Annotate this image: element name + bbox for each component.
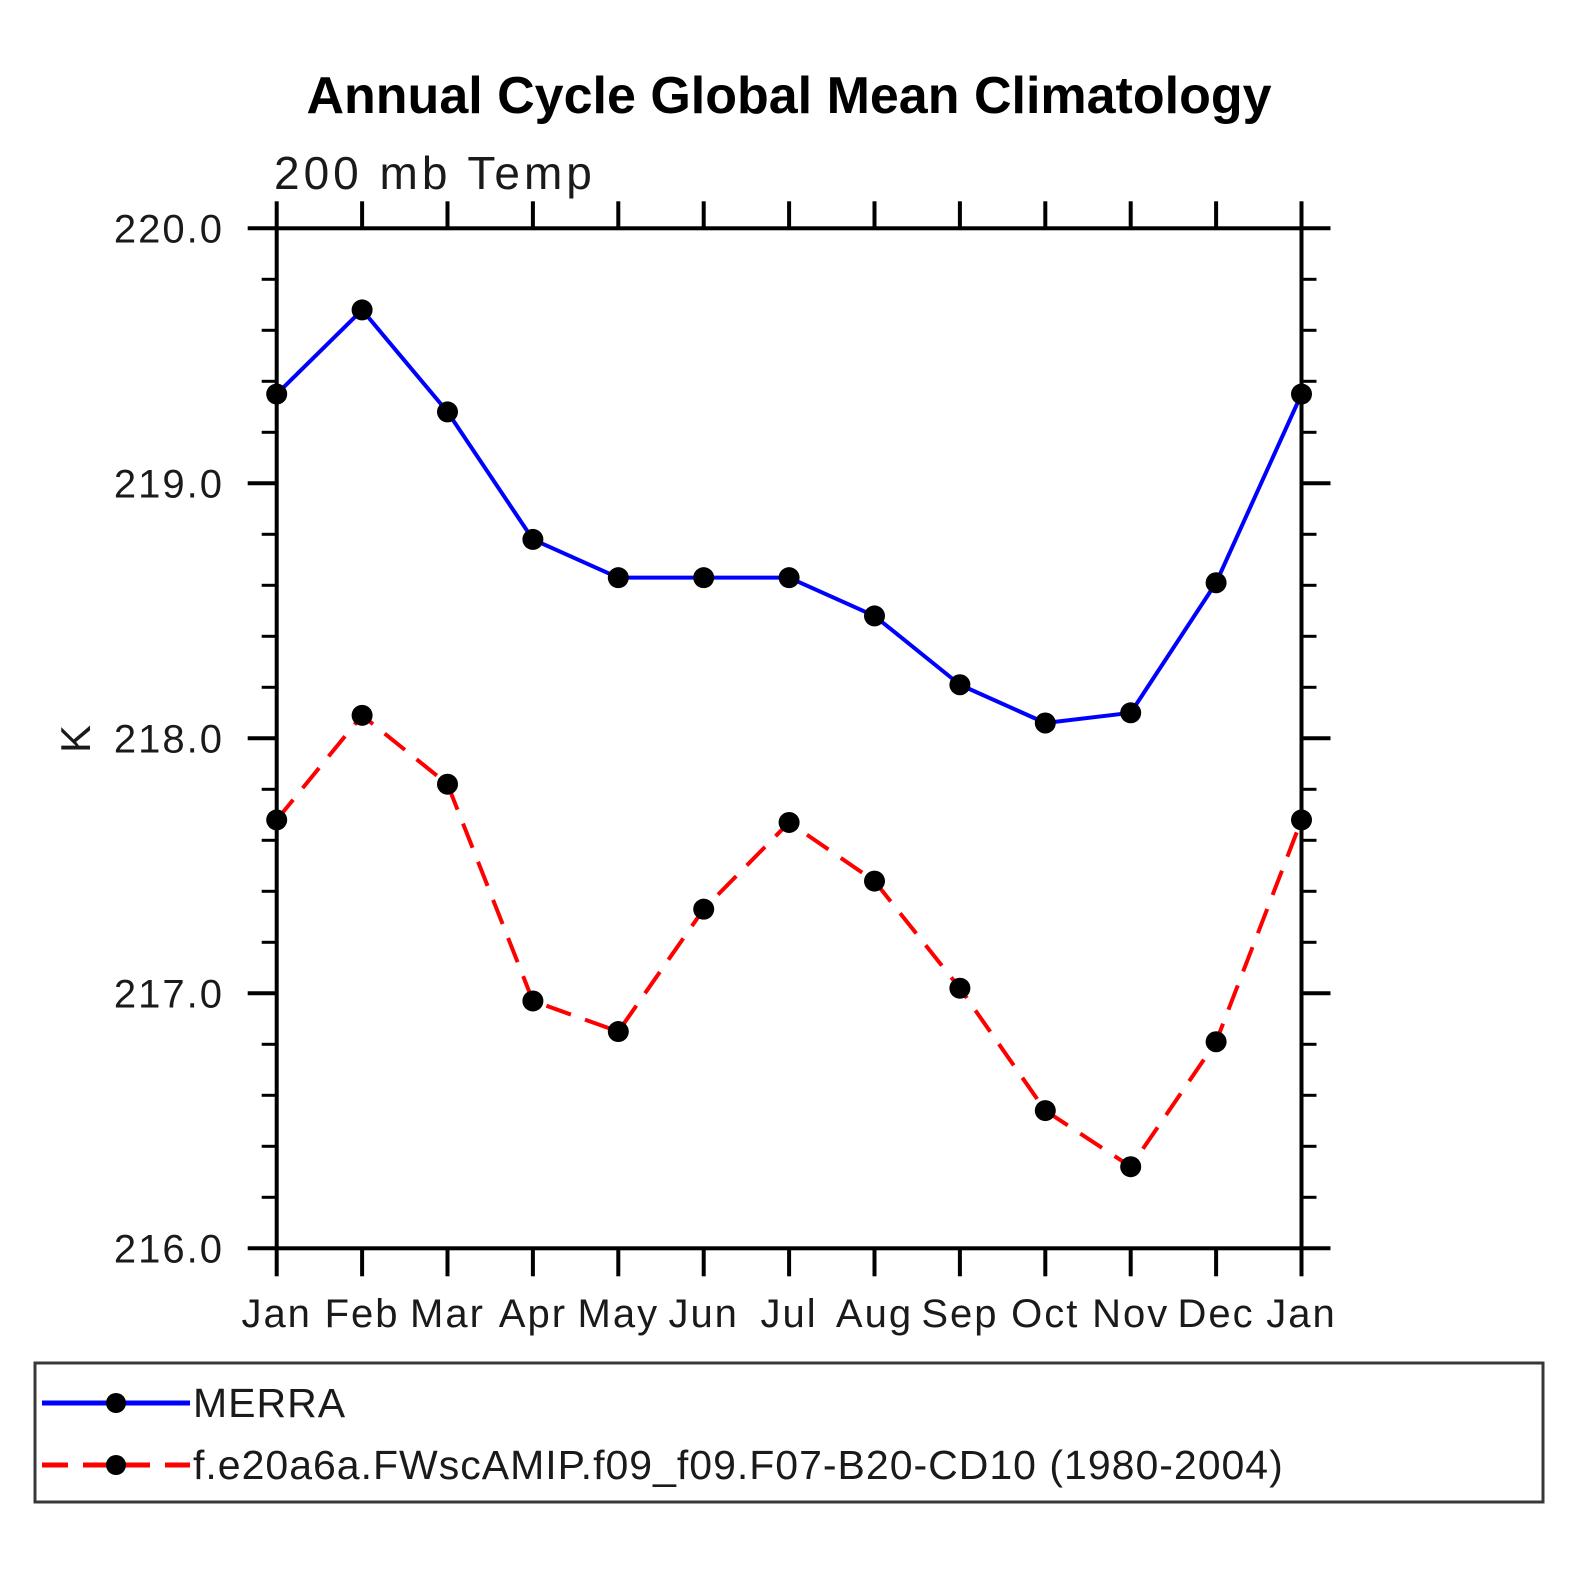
legend-marker-sample [106,1393,126,1413]
model-line [275,713,1304,1169]
y-tick-label: 218.0 [114,717,224,761]
x-tick-label: May [578,1292,660,1336]
x-tick-label: Oct [1011,1292,1079,1336]
data-point-marker [607,567,629,589]
data-point-marker [864,870,885,892]
data-point-marker [778,811,800,833]
data-point-marker [1205,1031,1227,1053]
legend-item: f.e20a6a.FWscAMIP.f09_f09.F07-B20-CD10 (… [42,1442,1284,1488]
x-tick-label: Mar [410,1292,485,1336]
data-point-marker [778,567,800,589]
legend-series-label: f.e20a6a.FWscAMIP.f09_f09.F07-B20-CD10 (… [193,1442,1284,1488]
x-tick-label: Jan [241,1292,312,1336]
axis-frame [274,226,1304,1251]
data-point-marker [266,809,288,831]
data-point-marker [949,977,971,999]
data-point-marker [351,299,373,321]
merra-line [275,307,1304,725]
legend-box: MERRA f.e20a6a.FWscAMIP.f09_f09.F07-B20-C… [33,1361,1545,1504]
data-point-marker [437,773,458,795]
plot-area: Jan Feb Mar Apr May Jun Jul Aug Sep Oct Nov Dec Jan2… [114,201,1337,1336]
legend-border [33,1361,1545,1504]
legend-items: MERRA f.e20a6a.FWscAMIP.f09_f09.F07-B20-C… [42,1380,1284,1488]
data-point-marker [607,1021,629,1043]
y-axis-title: K [52,723,99,753]
y-tick-label: 217.0 [114,972,224,1016]
data-point-marker [437,401,458,423]
data-point-marker [949,674,971,696]
data-point-marker [1291,809,1312,831]
data-point-marker [1205,572,1227,594]
data-point-marker [351,704,373,726]
legend-item: MERRA [42,1380,346,1426]
legend-series-label: MERRA [193,1380,346,1426]
data-point-marker [864,605,885,627]
y-tick-label: 219.0 [114,462,224,506]
y-tick-label: 220.0 [114,207,224,251]
data-point-marker [1034,1100,1056,1122]
x-tick-label: Nov [1092,1292,1169,1336]
data-point-marker [1034,712,1056,734]
x-tick-label: Jan [1266,1292,1337,1336]
chart-title: Annual Cycle Global Mean Climatology [306,67,1271,125]
x-tick-label: Aug [836,1292,913,1336]
data-point-marker [1120,702,1142,724]
data-point-marker [693,898,715,920]
y-tick-label: 216.0 [114,1227,224,1271]
x-tick-label: Jun [668,1292,739,1336]
chart-subtitle: 200 mb Temp [274,147,596,199]
data-point-marker [522,990,544,1012]
x-tick-label: Sep [921,1292,998,1336]
data-point-marker [693,567,715,589]
data-point-marker [266,383,288,405]
data-point-marker [522,528,544,550]
data-point-marker [1120,1156,1142,1178]
x-tick-label: Dec [1178,1292,1255,1336]
data-point-marker [1291,383,1312,405]
legend-marker-sample [106,1455,126,1475]
x-tick-label: Apr [499,1292,567,1336]
x-tick-label: Feb [325,1292,400,1336]
x-tick-label: Jul [761,1292,818,1336]
